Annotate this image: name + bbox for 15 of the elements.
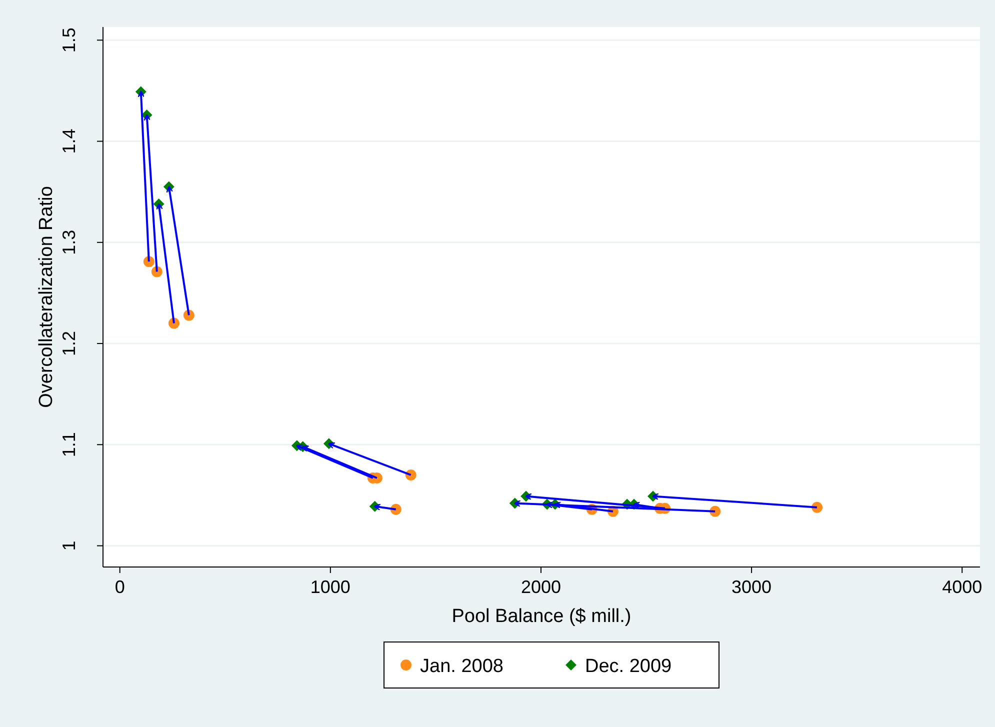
x-tick-label: 1000 [310,577,350,597]
y-tick-label: 1.3 [59,230,79,255]
y-tick-label: 1.4 [59,128,79,154]
y-tick-label: 1.2 [59,331,79,356]
legend-label: Jan. 2008 [420,656,504,677]
x-axis-title: Pool Balance ($ mill.) [452,606,632,627]
x-tick-label: 4000 [942,577,982,597]
x-tick-label: 0 [114,577,125,597]
y-tick-label: 1 [59,540,79,551]
legend-label: Dec. 2009 [585,656,672,677]
y-tick-label: 1.1 [59,432,79,458]
y-tick-label: 1.5 [59,28,79,53]
x-tick-label: 3000 [732,577,772,597]
y-axis-title: Overcollateralization Ratio [36,186,57,408]
x-tick-label: 2000 [520,577,561,597]
